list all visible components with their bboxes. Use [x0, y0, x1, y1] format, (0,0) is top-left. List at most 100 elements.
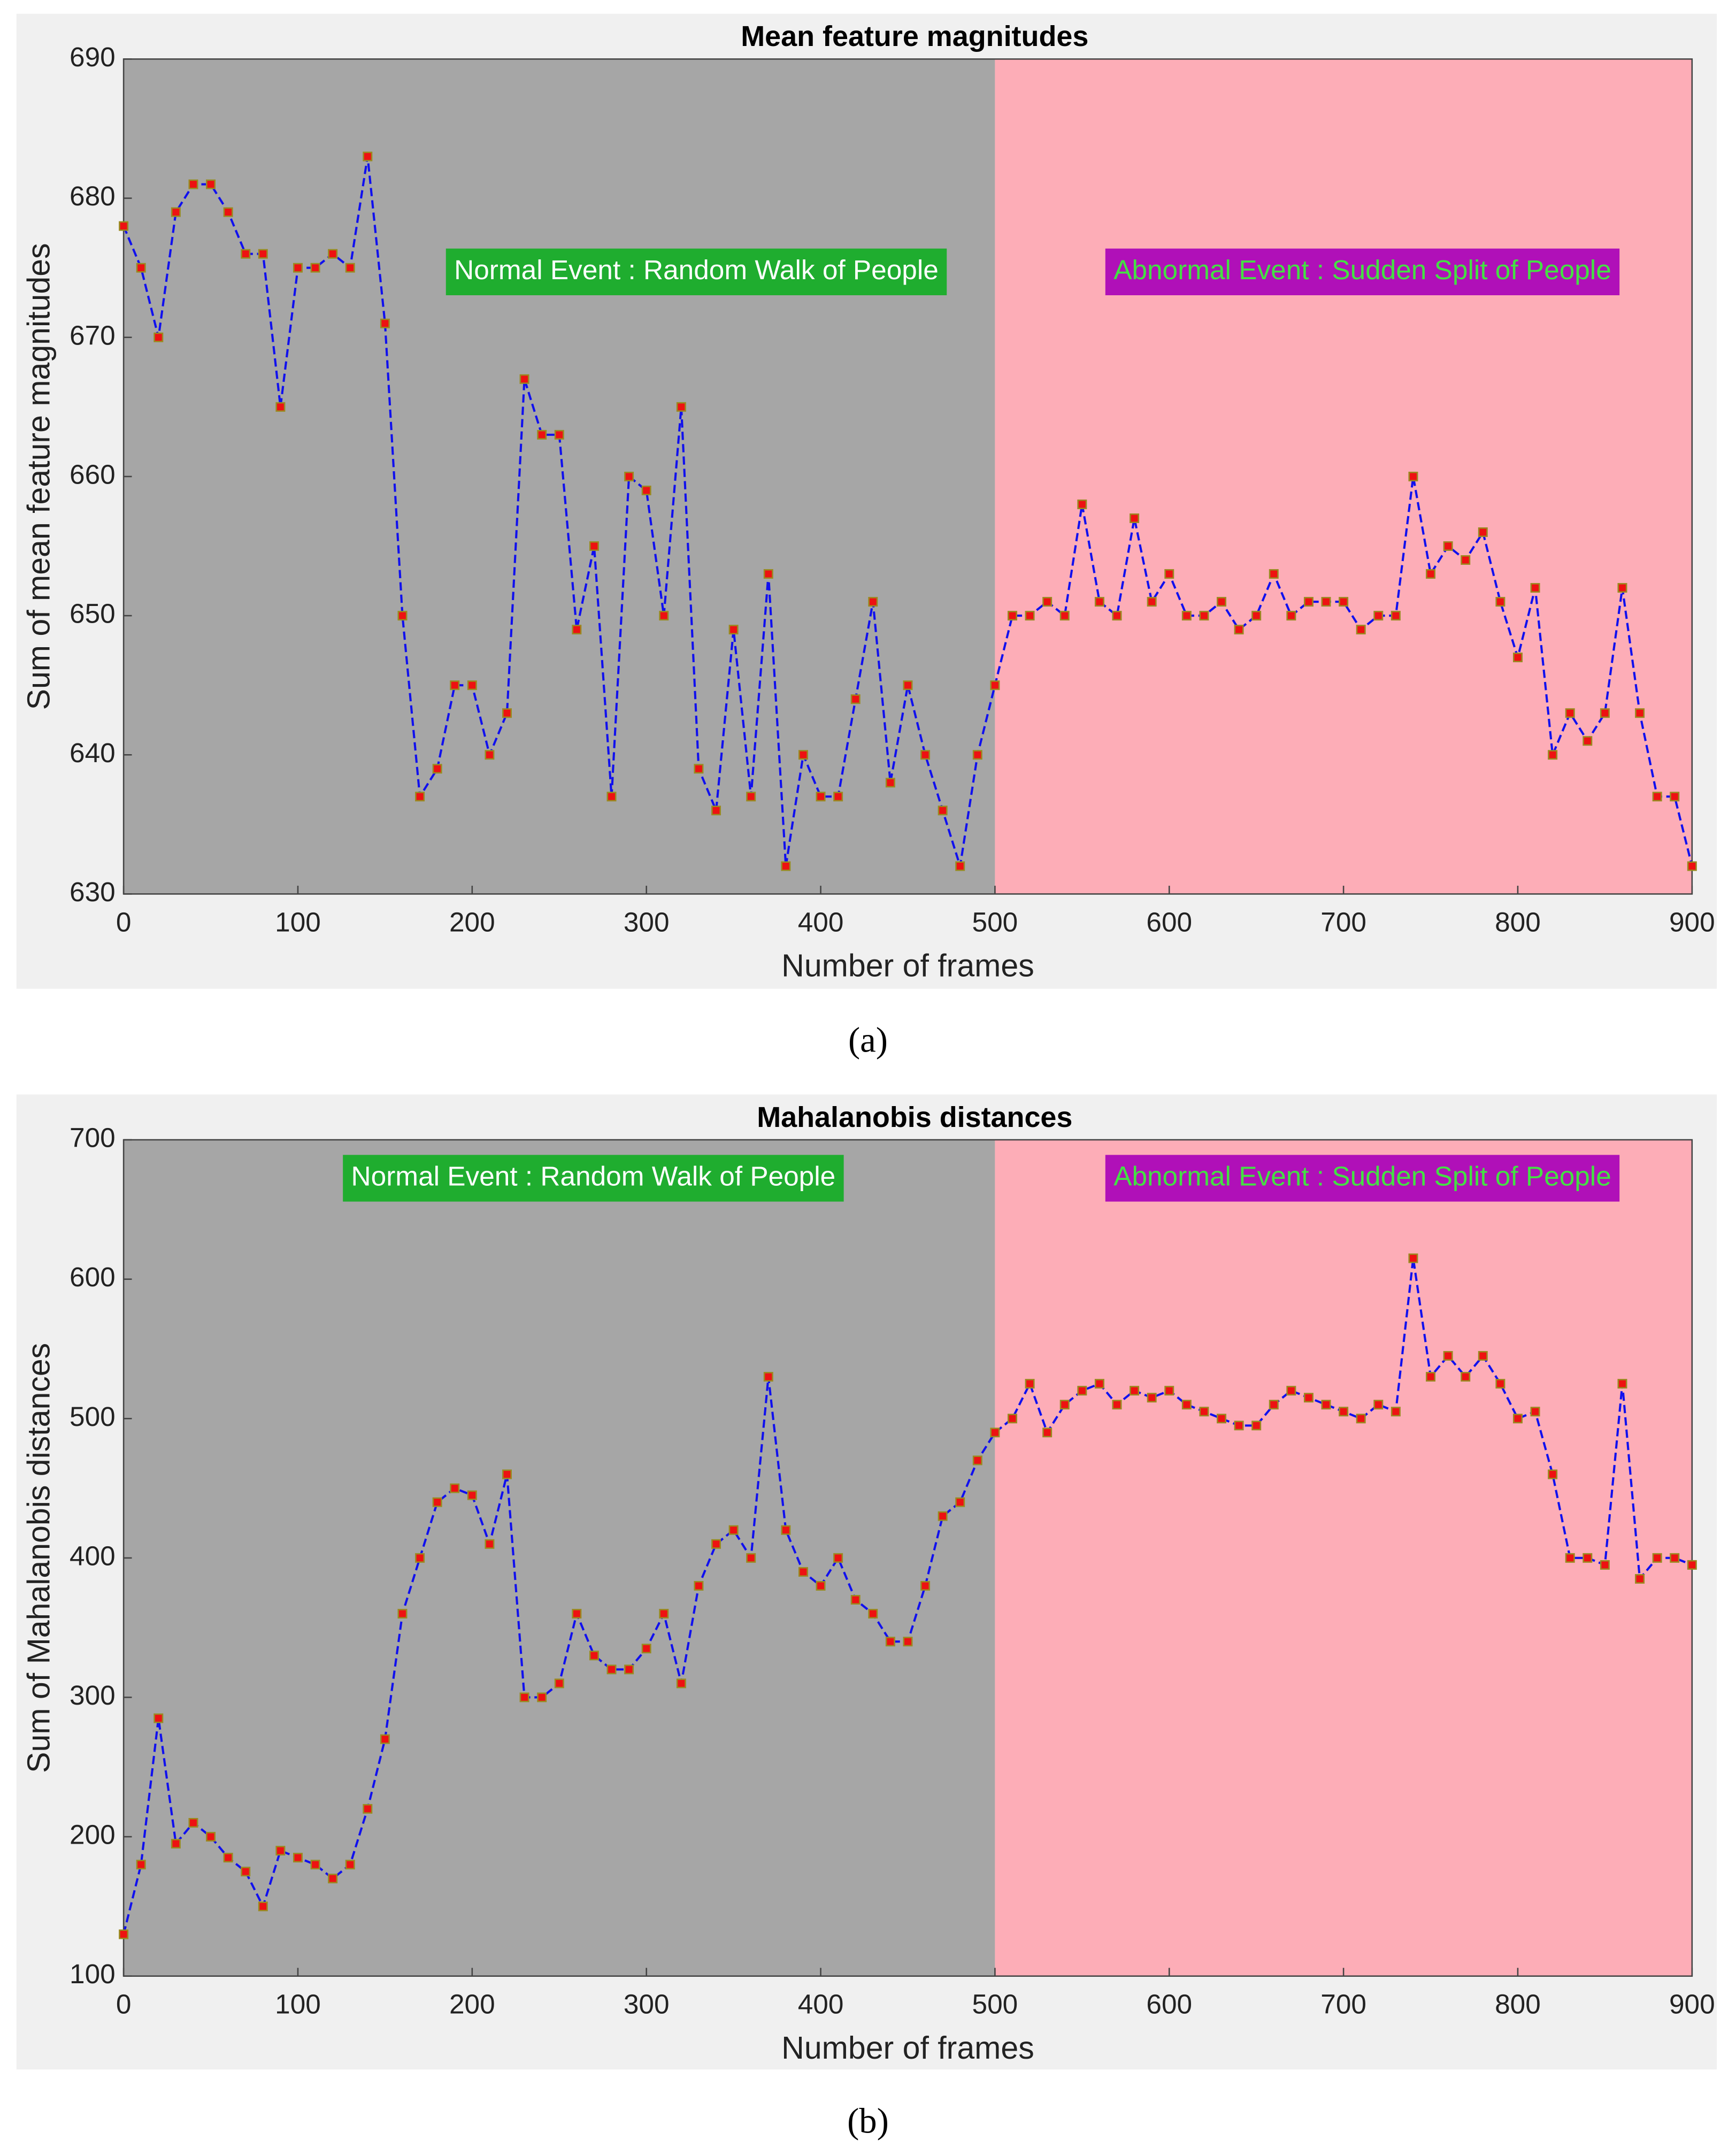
marker [206, 1832, 216, 1842]
marker [850, 1595, 861, 1605]
marker [1652, 1553, 1662, 1563]
marker [920, 750, 931, 760]
marker [641, 1644, 651, 1654]
marker [241, 249, 251, 259]
x-tick-label: 400 [798, 907, 844, 938]
marker [1199, 611, 1209, 621]
marker [1042, 597, 1053, 607]
marker [1373, 611, 1384, 621]
marker [624, 1664, 634, 1675]
marker [903, 680, 913, 690]
region [124, 59, 995, 894]
x-tick-label: 0 [116, 1989, 132, 2020]
marker [659, 1609, 669, 1619]
marker [1094, 1379, 1104, 1389]
x-tick-label: 400 [798, 1989, 844, 2020]
annotation-box [1105, 248, 1620, 296]
marker [467, 1490, 477, 1500]
marker [1269, 1400, 1279, 1410]
annotation-box [343, 1155, 844, 1202]
annotation: Abnormal Event : Sudden Split of People [1113, 1161, 1611, 1191]
marker [868, 597, 878, 607]
y-tick-label: 500 [70, 1401, 116, 1432]
marker [938, 805, 948, 816]
marker [1495, 597, 1505, 607]
marker [223, 1853, 233, 1863]
marker [1303, 1393, 1313, 1403]
y-tick-label: 600 [70, 1262, 116, 1292]
marker [1147, 597, 1157, 607]
x-tick-label: 0 [116, 907, 132, 938]
y-tick-label: 630 [70, 877, 116, 907]
marker [1635, 708, 1645, 718]
marker [397, 1609, 408, 1619]
marker [1164, 1386, 1174, 1396]
marker [345, 1860, 355, 1870]
marker [833, 1553, 843, 1563]
marker [1286, 1386, 1296, 1396]
marker [676, 402, 686, 412]
marker [1321, 1400, 1331, 1410]
marker [1077, 499, 1087, 509]
marker [1303, 597, 1313, 607]
marker [1025, 1379, 1035, 1389]
marker [153, 1713, 164, 1723]
marker [1512, 1414, 1523, 1424]
marker [502, 708, 512, 718]
x-tick-label: 600 [1146, 907, 1192, 938]
y-tick-label: 640 [70, 738, 116, 768]
x-tick-label: 100 [275, 1989, 321, 2020]
x-tick-label: 700 [1320, 1989, 1366, 2020]
marker [1461, 555, 1471, 565]
marker [363, 1804, 373, 1814]
marker [694, 764, 704, 774]
y-tick-label: 670 [70, 320, 116, 350]
marker [1234, 625, 1244, 635]
marker [554, 429, 564, 440]
marker [1687, 861, 1697, 871]
marker [119, 221, 129, 231]
annotation: Normal Event : Random Walk of People [351, 1161, 836, 1191]
marker [1356, 1414, 1366, 1424]
panel-label: (a) [848, 1021, 888, 1060]
marker [885, 778, 895, 788]
marker [1112, 1400, 1122, 1410]
marker [1391, 611, 1401, 621]
chart-title: Mean feature magnitudes [741, 20, 1088, 52]
x-tick-label: 700 [1320, 907, 1366, 938]
marker [171, 1839, 181, 1849]
marker [676, 1678, 686, 1689]
marker [746, 792, 756, 802]
marker [763, 569, 773, 579]
y-tick-label: 200 [70, 1820, 116, 1850]
marker [572, 625, 582, 635]
marker [1565, 708, 1575, 718]
x-tick-label: 200 [449, 1989, 495, 2020]
marker [955, 1497, 965, 1507]
marker [1130, 1386, 1140, 1396]
x-tick-label: 900 [1669, 907, 1715, 938]
marker [659, 611, 669, 621]
marker [1234, 1421, 1244, 1431]
marker [1530, 583, 1540, 593]
marker [1687, 1560, 1697, 1570]
marker [1321, 597, 1331, 607]
marker [990, 1428, 1000, 1438]
marker [816, 1580, 826, 1591]
marker [816, 792, 826, 802]
marker [415, 1553, 425, 1563]
region [995, 59, 1692, 894]
marker [380, 1734, 390, 1744]
y-axis-label: Sum of Mahalanobis distances [21, 1343, 57, 1773]
annotation-box [1105, 1155, 1620, 1202]
marker [798, 750, 808, 760]
y-tick-label: 690 [70, 42, 116, 72]
marker [1356, 625, 1366, 635]
marker [1617, 1379, 1627, 1389]
x-tick-label: 500 [972, 1989, 1018, 2020]
marker [136, 1860, 146, 1870]
marker [328, 249, 338, 259]
marker [990, 680, 1000, 690]
